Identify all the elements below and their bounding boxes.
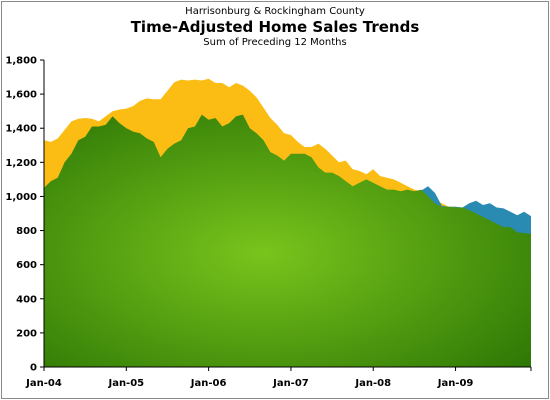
x-tick-label: Jan-09	[437, 378, 474, 389]
y-tick-label: 0	[30, 363, 37, 374]
y-tick-label: 1,200	[5, 158, 37, 169]
chart-subtitle: Sum of Preceding 12 Months	[203, 37, 347, 48]
y-tick-label: 1,600	[5, 90, 37, 101]
x-tick-label: Jan-06	[190, 378, 227, 389]
y-tick-label: 600	[16, 260, 37, 271]
y-tick-label: 1,800	[5, 56, 37, 67]
front-area-layer	[44, 114, 531, 367]
y-tick-label: 1,000	[5, 192, 37, 203]
x-tick-label: Jan-08	[354, 378, 391, 389]
y-tick-label: 1,400	[5, 124, 37, 135]
chart-titles: Harrisonburg & Rockingham County Time-Ad…	[0, 2, 550, 49]
y-tick-label: 800	[16, 226, 37, 237]
chart-supertitle: Harrisonburg & Rockingham County	[185, 6, 365, 17]
axes: 0 200 400 600 800 1,000 1,200 1,400 1,600 1,800 Ja…	[5, 56, 532, 389]
x-tick-label: Jan-07	[272, 378, 309, 389]
x-tick-label: Jan-05	[107, 378, 144, 389]
x-tick-label: Jan-04	[25, 378, 62, 389]
y-tick-label: 400	[16, 294, 37, 305]
series-front-area	[44, 114, 531, 367]
chart-title: Time-Adjusted Home Sales Trends	[130, 18, 420, 36]
y-tick-label: 200	[16, 328, 37, 339]
